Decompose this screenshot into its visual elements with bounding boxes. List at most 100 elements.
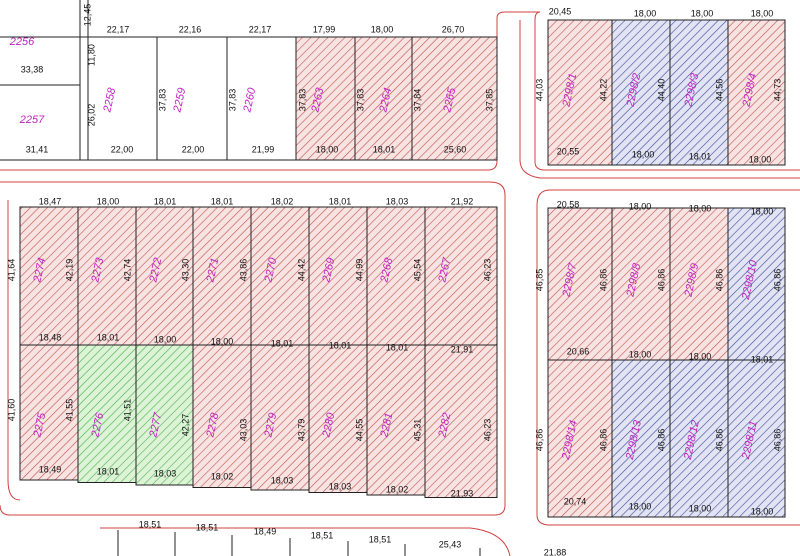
dimension-label: 18,00 (749, 154, 772, 164)
dimension-label: 42,19 (64, 259, 74, 282)
dimension-label: 18,00 (751, 206, 774, 216)
dimension-label: 26,70 (442, 24, 465, 34)
lot-number: 2258 (101, 86, 118, 114)
dimension-label: 20,55 (557, 146, 580, 156)
dimension-label: 42,74 (122, 259, 132, 282)
dimension-label: 37,83 (227, 89, 237, 112)
dimension-label: 18,03 (329, 481, 352, 491)
dimension-label: 18,03 (154, 468, 177, 478)
dimension-label: 26,02 (86, 104, 96, 127)
dimension-label: 44,55 (354, 419, 364, 442)
dimension-label: 46,86 (714, 429, 724, 452)
lot-number: 2278 (204, 411, 221, 439)
dimension-label: 42,27 (180, 414, 190, 437)
dimension-label: 18,00 (691, 8, 714, 18)
lot-number: 2275 (31, 411, 48, 439)
lot-number: 2267 (436, 256, 453, 284)
dimension-label: 18,00 (629, 501, 652, 511)
dimension-label: 20,58 (557, 199, 580, 209)
dimension-label: 25,43 (439, 539, 462, 549)
dimension-label: 45,31 (412, 419, 422, 442)
dimension-label: 22,17 (249, 24, 272, 34)
lot-parcel (547, 207, 613, 361)
lot-parcel (135, 206, 194, 346)
dimension-label: 21,88 (544, 547, 567, 556)
dimension-label: 46,86 (598, 269, 608, 292)
lot-parcel (250, 206, 310, 346)
dimension-label: 18,00 (689, 203, 712, 213)
lot-parcel (295, 36, 356, 161)
dimension-label: 44,99 (354, 259, 364, 282)
dimension-label: 22,00 (182, 144, 205, 154)
dimension-label: 43,03 (238, 419, 248, 442)
lot-parcel (77, 344, 137, 483)
dimension-label: 37,83 (355, 89, 365, 112)
lot-number: 2259 (171, 87, 188, 114)
dimension-label: 43,86 (238, 259, 248, 282)
dimension-label: 41,64 (6, 259, 16, 282)
dimension-label: 18,51 (369, 534, 392, 544)
dimension-label: 46,23 (482, 259, 492, 282)
lot-parcel (611, 359, 671, 518)
lot-number: 2263 (309, 86, 326, 114)
lot-parcel (366, 206, 426, 346)
dimension-label: 18,00 (751, 8, 774, 18)
lot-parcel (727, 207, 786, 361)
lot-parcel (424, 344, 498, 498)
dimension-label: 18,01 (373, 144, 396, 154)
dimension-label: 18,00 (97, 196, 120, 206)
dimension-label: 18,00 (316, 144, 339, 154)
lot-parcel (308, 206, 368, 346)
dimension-label: 18,51 (196, 522, 219, 532)
dimension-label: 22,16 (179, 24, 202, 34)
dimension-label: 18,51 (311, 530, 334, 540)
dimension-label: 18,49 (39, 464, 62, 474)
dimension-label: 18,02 (271, 196, 294, 206)
dimension-label: 18,01 (154, 196, 177, 206)
lot-parcel (250, 344, 310, 491)
dimension-label: 18,00 (689, 503, 712, 513)
lot-number: 2268 (378, 256, 395, 284)
dimension-label: 37,85 (484, 89, 494, 112)
dimension-label: 21,99 (252, 144, 275, 154)
dimension-label: 44,73 (772, 79, 782, 102)
lot-parcel (192, 344, 252, 488)
lot-parcel (669, 19, 729, 166)
dimension-label: 37,84 (412, 89, 422, 112)
dimension-label: 20,45 (549, 6, 572, 16)
dimension-label: 18,01 (386, 342, 409, 352)
dimension-label: 20,66 (567, 346, 590, 356)
dimension-label: 18,51 (139, 519, 162, 529)
dimension-label: 21,92 (451, 196, 474, 206)
lot-parcel (547, 19, 613, 166)
dimension-label: 17,99 (313, 24, 336, 34)
dimension-label: 18,00 (211, 336, 234, 346)
dimension-label: 25,60 (444, 144, 467, 154)
lot-number: 2269 (320, 257, 337, 284)
lot-parcel (19, 344, 79, 481)
lot-parcel (135, 344, 194, 486)
dimension-label: 18,01 (329, 340, 352, 350)
dimension-label: 18,00 (689, 351, 712, 361)
dimension-label: 44,22 (598, 79, 608, 102)
dimension-label: 46,85 (534, 269, 544, 292)
lot-number: 2264 (377, 87, 394, 114)
lot-parcel (727, 19, 786, 166)
dimension-label: 20,74 (564, 496, 587, 506)
dimension-label: 18,01 (689, 151, 712, 161)
dimension-label: 18,00 (632, 149, 655, 159)
dimension-label: 22,00 (111, 144, 134, 154)
dimension-label: 18,01 (751, 354, 774, 364)
dimensions: 33,38 31,41 12,45 11,80 22,17 22,16 22,17 17,99… (6, 4, 782, 556)
dimension-label: 18,01 (271, 338, 294, 348)
dimension-label: 18,01 (329, 196, 352, 206)
dimension-label: 18,48 (39, 332, 62, 342)
lot-parcel (727, 359, 786, 518)
dimension-label: 46,23 (482, 419, 492, 442)
dimension-label: 18,49 (254, 526, 277, 536)
dimension-label: 18,00 (751, 506, 774, 516)
dimension-label: 46,86 (656, 269, 666, 292)
dimension-label: 18,00 (634, 8, 657, 18)
